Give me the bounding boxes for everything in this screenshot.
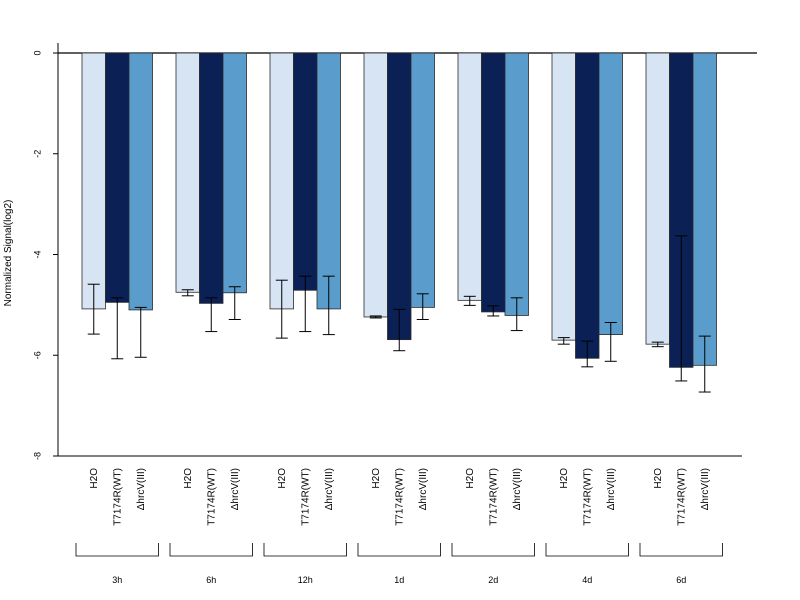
y-axis-label: Normalized Signal(log2) bbox=[3, 200, 14, 307]
group-bracket bbox=[357, 543, 441, 557]
bar-4d-1 bbox=[575, 52, 600, 359]
y-tick-label: 0 bbox=[32, 50, 42, 55]
bar-2d-1 bbox=[481, 52, 506, 313]
category-label: H2O bbox=[277, 468, 288, 489]
bar-1d-2 bbox=[410, 52, 435, 308]
y-tick-label: -8 bbox=[32, 452, 42, 460]
category-label: T7174R(WT) bbox=[300, 468, 311, 526]
category-label: T7174R(WT) bbox=[394, 468, 405, 526]
bar-4d-2 bbox=[598, 52, 623, 335]
category-label: T7174R(WT) bbox=[112, 468, 123, 526]
bar-1d-0 bbox=[363, 52, 388, 318]
y-axis: 0 -2 -4 -6 -8 bbox=[32, 43, 757, 460]
bar-6h-0 bbox=[175, 52, 200, 293]
category-label: H2O bbox=[371, 468, 382, 489]
bar-6d-0 bbox=[645, 52, 670, 345]
category-label: ΔhrcV(III) bbox=[418, 468, 429, 510]
category-label: H2O bbox=[653, 468, 664, 489]
category-label: H2O bbox=[183, 468, 194, 489]
group-label-6d: 6d bbox=[676, 575, 686, 585]
group-bracket bbox=[545, 543, 629, 557]
y-tick-label: -6 bbox=[32, 351, 42, 359]
group-label-6h: 6h bbox=[206, 575, 216, 585]
category-label: ΔhrcV(III) bbox=[136, 468, 147, 510]
bars bbox=[81, 52, 717, 368]
group-bracket bbox=[451, 543, 535, 557]
group-bracket bbox=[75, 543, 159, 557]
group-bracket bbox=[639, 543, 723, 557]
group-label-4d: 4d bbox=[582, 575, 592, 585]
category-label: ΔhrcV(III) bbox=[512, 468, 523, 510]
y-tick-label: -2 bbox=[32, 150, 42, 158]
category-label: ΔhrcV(III) bbox=[230, 468, 241, 510]
bar-6h-2 bbox=[222, 52, 247, 294]
bar-3h-0 bbox=[81, 52, 106, 310]
group-label-12h: 12h bbox=[298, 575, 313, 585]
category-label: ΔhrcV(III) bbox=[700, 468, 711, 510]
category-label: ΔhrcV(III) bbox=[324, 468, 335, 510]
group-bracket bbox=[263, 543, 347, 557]
bar-2d-2 bbox=[504, 52, 529, 316]
category-label: H2O bbox=[465, 468, 476, 489]
bar-12h-0 bbox=[269, 52, 294, 310]
bar-6h-1 bbox=[199, 52, 224, 304]
group-brackets: 3h 6h 12h 1d 2d 4d 6d bbox=[75, 543, 723, 585]
bar-12h-1 bbox=[293, 52, 318, 291]
category-label: H2O bbox=[559, 468, 570, 489]
group-label-2d: 2d bbox=[488, 575, 498, 585]
y-tick-label: -4 bbox=[32, 250, 42, 258]
category-label: T7174R(WT) bbox=[676, 468, 687, 526]
category-label: T7174R(WT) bbox=[488, 468, 499, 526]
group-label-3h: 3h bbox=[112, 575, 122, 585]
bar-4d-0 bbox=[551, 52, 576, 341]
x-axis-labels: H2O T7174R(WT) ΔhrcV(III) H2O T7174R(WT) Δhrc… bbox=[89, 468, 711, 526]
bar-6d-2 bbox=[692, 52, 717, 366]
group-label-1d: 1d bbox=[394, 575, 404, 585]
bar-3h-1 bbox=[105, 52, 130, 303]
bar-2d-0 bbox=[457, 52, 482, 301]
bar-3h-2 bbox=[128, 52, 153, 311]
category-label: H2O bbox=[89, 468, 100, 489]
category-label: T7174R(WT) bbox=[582, 468, 593, 526]
error-bars bbox=[87, 235, 711, 393]
category-label: ΔhrcV(III) bbox=[606, 468, 617, 510]
group-bracket bbox=[169, 543, 253, 557]
bar-12h-2 bbox=[316, 52, 341, 310]
category-label: T7174R(WT) bbox=[206, 468, 217, 526]
bar-1d-1 bbox=[387, 52, 412, 341]
